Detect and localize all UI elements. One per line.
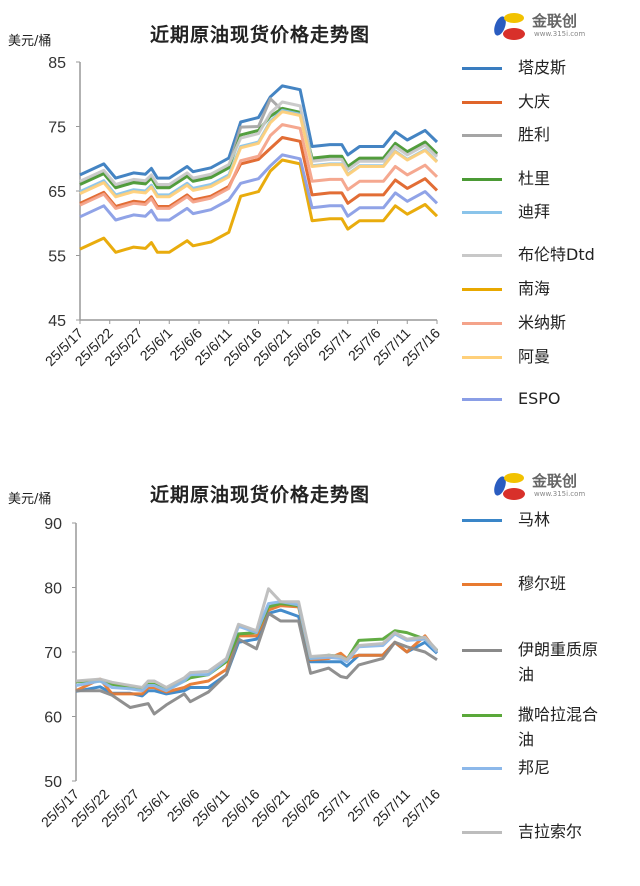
series-line-3 — [79, 106, 439, 190]
chart-0: 455565758525/5/1725/5/2225/5/2725/6/125/… — [42, 55, 443, 369]
y-axis-unit: 美元/桶 — [8, 34, 52, 49]
chart-1: 506070809025/5/1725/5/2225/5/2725/6/125/… — [38, 516, 443, 830]
legend-swatch — [462, 356, 502, 359]
chart-panel-top: 金联创 www.315i.com 近期原油现货价格走势图 美元/桶 — [0, 0, 640, 440]
logo-mark-icon — [494, 473, 525, 500]
legend-label: 邦尼 — [518, 758, 551, 777]
legend-label: 吉拉索尔 — [518, 822, 583, 841]
chart-panel-bottom: 金联创 www.315i.com 近期原油现货价格走势图 美元/桶 — [0, 440, 640, 886]
series-line-6 — [79, 158, 439, 254]
legend-label: 胜利 — [518, 125, 551, 144]
y-tick-label: 65 — [48, 184, 66, 201]
series-line-4 — [75, 600, 439, 693]
legend-label: 伊朗重质原 — [518, 640, 599, 659]
legend-label: 米纳斯 — [518, 313, 567, 332]
legend-label: 大庆 — [518, 92, 551, 111]
series-line-8 — [79, 110, 439, 199]
legend-label: 南海 — [518, 279, 551, 298]
series-line-5 — [75, 587, 439, 689]
legend-swatch — [462, 398, 502, 401]
legend-swatch — [462, 254, 502, 257]
y-tick-label: 85 — [48, 55, 66, 72]
y-tick-label: 60 — [44, 710, 62, 727]
x-tick-label: 25/7/1 — [314, 786, 353, 825]
x-tick-label: 25/6/1 — [137, 325, 176, 364]
legend-swatch — [462, 134, 502, 137]
legend-swatch — [462, 714, 502, 717]
legend-swatch — [462, 831, 502, 834]
logo: 金联创 www.315i.com — [490, 468, 620, 508]
legend-label: 撒哈拉混合 — [518, 705, 599, 724]
logo-brand: 金联创 — [532, 472, 578, 490]
y-tick-label: 70 — [44, 645, 62, 662]
series-line-5 — [79, 100, 439, 186]
legend-swatch — [462, 583, 502, 586]
legend-swatch — [462, 67, 502, 70]
legend-swatch — [462, 211, 502, 214]
logo-brand: 金联创 — [532, 12, 578, 30]
legend-label: 油 — [518, 730, 535, 749]
y-tick-label: 55 — [48, 249, 66, 266]
legend-swatch — [462, 519, 502, 522]
logo-mark-icon — [494, 13, 525, 40]
logo-url: www.315i.com — [534, 490, 586, 498]
chart-title: 近期原油现货价格走势图 — [150, 484, 371, 506]
legend-swatch — [462, 322, 502, 325]
series-line-9 — [79, 153, 439, 222]
legend-swatch — [462, 649, 502, 652]
legend-label: 布伦特Dtd — [518, 245, 595, 264]
y-tick-label: 80 — [44, 581, 62, 598]
series-line-1 — [75, 604, 439, 696]
legend-label: 迪拜 — [518, 202, 551, 221]
legend-swatch — [462, 288, 502, 291]
logo-url: www.315i.com — [534, 30, 586, 38]
y-tick-label: 75 — [48, 120, 66, 137]
y-tick-label: 90 — [44, 516, 62, 533]
legend-label: 杜里 — [518, 169, 551, 188]
legend-label: ESPO — [518, 389, 561, 408]
x-tick-label: 25/6/1 — [134, 786, 173, 825]
logo: 金联创 www.315i.com — [490, 8, 620, 48]
legend-label: 阿曼 — [518, 347, 551, 366]
y-tick-label: 45 — [48, 313, 66, 330]
legend-label: 塔皮斯 — [518, 58, 567, 77]
y-axis-unit: 美元/桶 — [8, 492, 52, 507]
legend-swatch — [462, 767, 502, 770]
legend-label: 油 — [518, 665, 535, 684]
legend-swatch — [462, 101, 502, 104]
series-line-7 — [79, 123, 439, 210]
series-line-0 — [79, 84, 439, 180]
legend-label: 马林 — [518, 510, 551, 529]
series-line-2 — [76, 611, 438, 716]
chart-title: 近期原油现货价格走势图 — [150, 24, 371, 46]
y-tick-label: 50 — [44, 774, 62, 791]
legend-label: 穆尔班 — [518, 574, 567, 593]
x-tick-label: 25/7/1 — [315, 325, 354, 364]
legend-swatch — [462, 178, 502, 181]
